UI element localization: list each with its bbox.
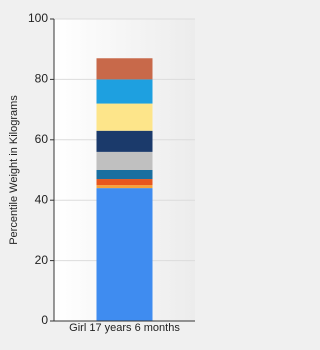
y-tick-label: 0 (41, 313, 48, 327)
bar-segment (96, 170, 153, 180)
x-tick-label: Girl 17 years 6 months (69, 322, 180, 334)
bar-segment (96, 130, 153, 152)
y-tick-label: 80 (35, 72, 49, 86)
y-axis-label: Percentile Weight in Kilograms (8, 95, 20, 245)
y-tick-label: 100 (28, 11, 48, 25)
bar-segment (96, 79, 153, 104)
bar-segment (96, 58, 153, 80)
y-tick-label: 60 (35, 132, 49, 146)
bar-segment (96, 188, 153, 321)
chart: Percentile Weight in Kilograms 0 20 40 60 80… (8, 11, 195, 334)
bar-segment (96, 185, 153, 189)
y-tick-label: 20 (35, 253, 49, 267)
bar-segment (96, 179, 153, 186)
bar-segment (96, 151, 153, 170)
bar-segment (96, 103, 153, 131)
y-tick-label: 40 (35, 192, 49, 206)
